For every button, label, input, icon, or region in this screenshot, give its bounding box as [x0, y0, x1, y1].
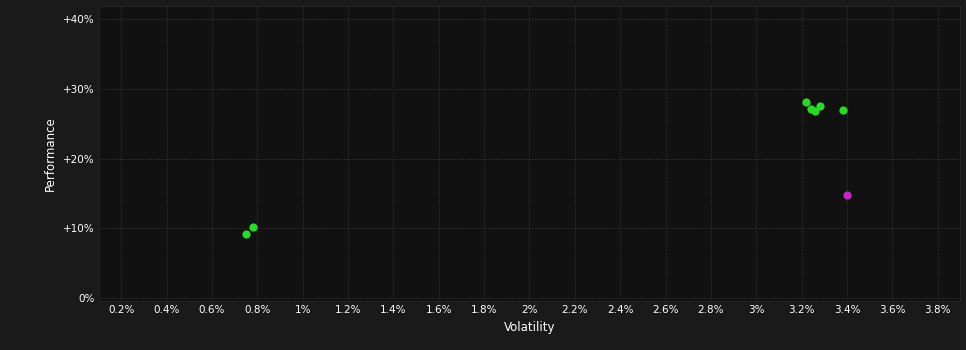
Point	[835, 107, 850, 113]
Point	[803, 106, 818, 111]
Y-axis label: Performance: Performance	[44, 116, 57, 191]
Point	[245, 225, 261, 230]
Point	[239, 232, 254, 237]
Point	[799, 99, 814, 104]
Point	[808, 108, 823, 114]
Point	[839, 192, 855, 198]
Point	[812, 104, 828, 109]
X-axis label: Volatility: Volatility	[503, 321, 555, 334]
